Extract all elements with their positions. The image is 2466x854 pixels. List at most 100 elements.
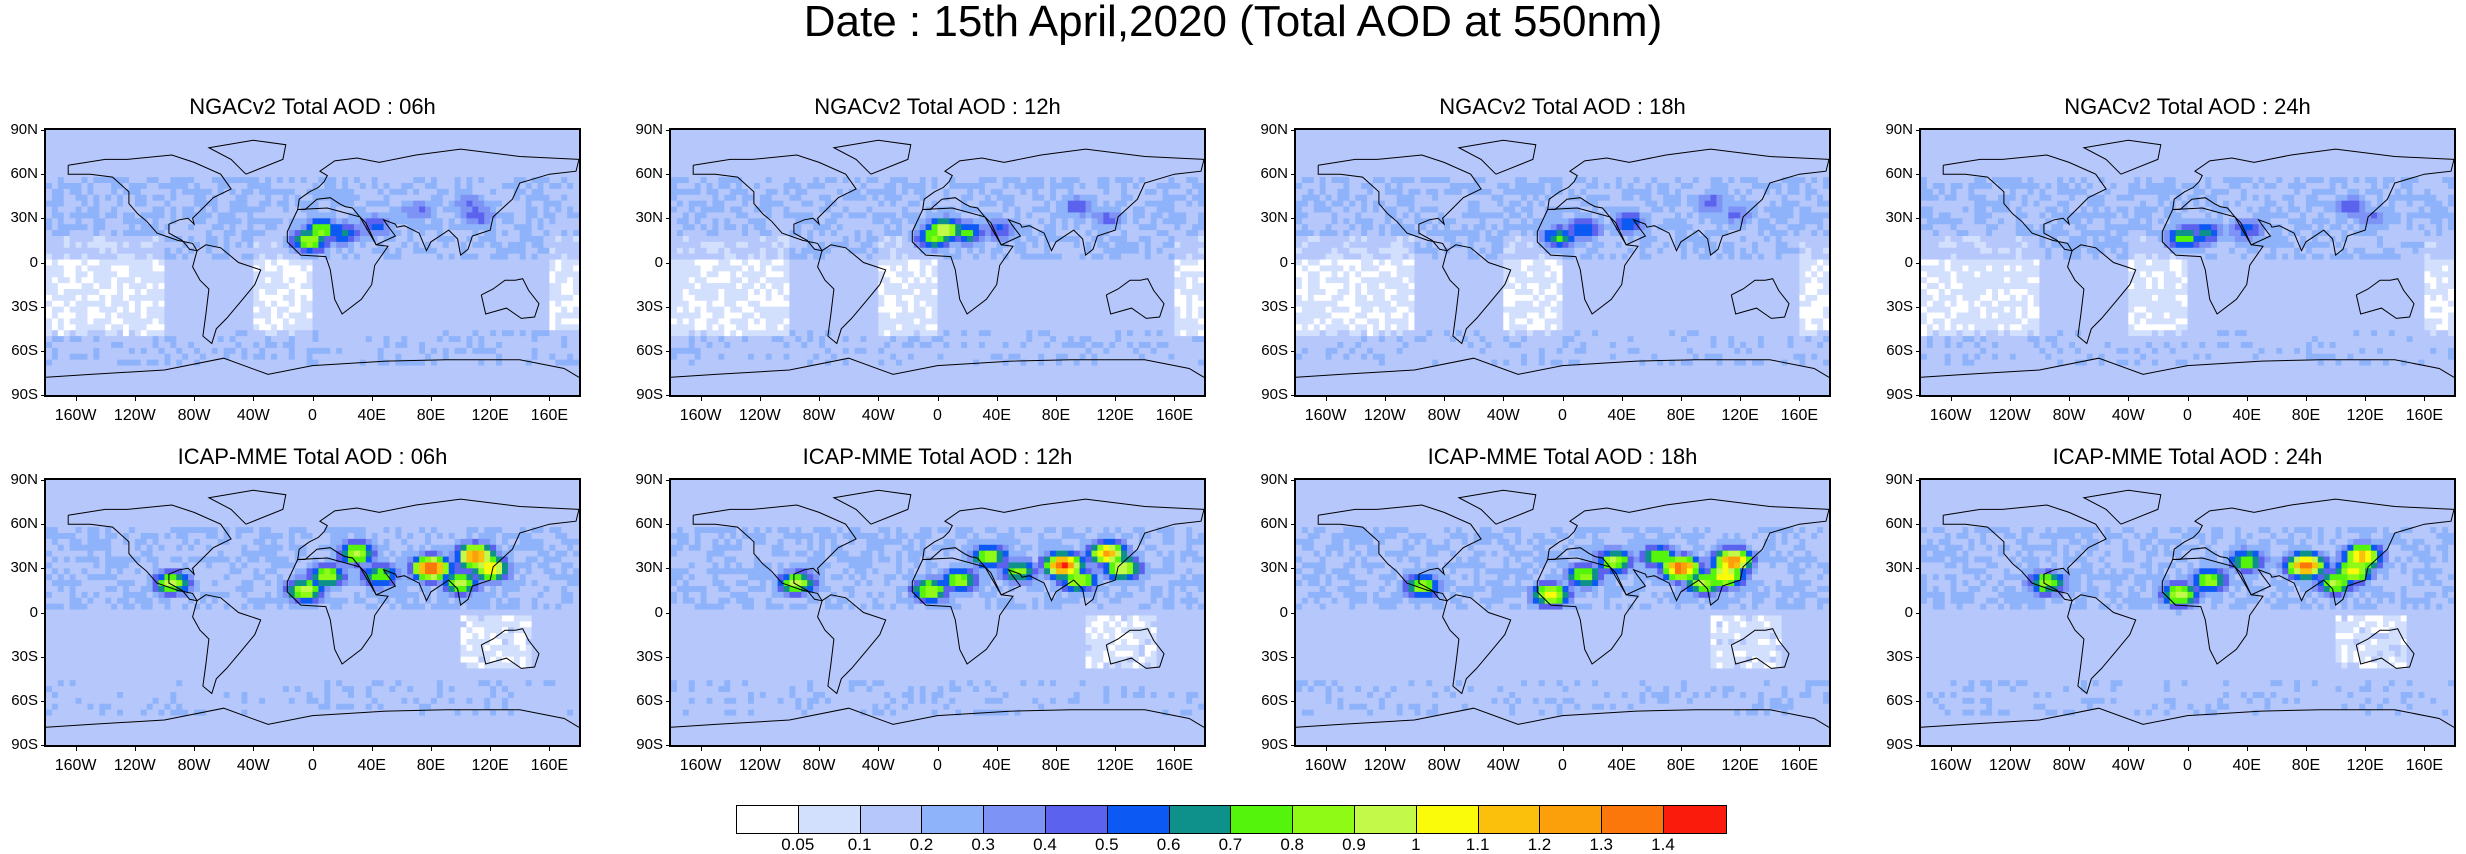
aod-grid-cell xyxy=(306,135,313,143)
aod-grid-cell xyxy=(573,312,579,319)
aod-grid-cell xyxy=(706,153,713,160)
aod-grid-cell xyxy=(395,259,402,266)
aod-grid-cell xyxy=(407,141,414,149)
aod-grid-cell xyxy=(117,353,124,361)
aod-grid-cell xyxy=(57,130,65,137)
aod-grid-cell xyxy=(247,347,254,355)
aod-grid-cell xyxy=(448,383,456,390)
aod-grid-cell xyxy=(371,300,379,308)
aod-grid-cell xyxy=(75,194,82,202)
aod-grid-cell xyxy=(513,300,521,308)
aod-grid-cell xyxy=(312,324,319,331)
aod-grid-cell xyxy=(519,218,527,225)
aod-grid-cell xyxy=(389,159,396,166)
aod-grid-cell xyxy=(46,306,53,313)
aod-grid-cell xyxy=(407,306,414,313)
aod-grid-cell xyxy=(87,300,94,308)
aod-grid-cell xyxy=(46,230,53,237)
aod-grid-cell xyxy=(223,330,230,337)
aod-grid-cell xyxy=(712,153,719,160)
aod-grid-cell xyxy=(925,183,932,190)
aod-grid-cell xyxy=(93,389,100,395)
aod-grid-cell xyxy=(51,259,59,266)
aod-grid-cell xyxy=(854,159,861,166)
aod-grid-cell xyxy=(395,153,402,160)
aod-grid-cell xyxy=(312,365,319,372)
aod-grid-cell xyxy=(371,130,379,137)
aod-grid-cell xyxy=(318,365,325,372)
aod-grid-cell xyxy=(507,377,515,384)
aod-grid-cell xyxy=(330,130,337,137)
aod-grid-cell xyxy=(395,188,402,196)
aod-grid-cell xyxy=(353,347,361,355)
aod-grid-cell xyxy=(194,200,201,207)
aod-grid-cell xyxy=(170,289,177,296)
aod-grid-cell xyxy=(478,135,485,143)
aod-grid-cell xyxy=(896,177,903,184)
aod-grid-cell xyxy=(140,194,148,202)
aod-grid-cell xyxy=(342,165,349,172)
aod-grid-cell xyxy=(57,277,65,284)
aod-grid-cell xyxy=(789,153,796,160)
aod-grid-cell xyxy=(442,365,450,372)
aod-grid-cell xyxy=(336,135,343,143)
aod-grid-cell xyxy=(164,224,171,231)
aod-grid-cell xyxy=(300,312,307,319)
aod-grid-cell xyxy=(300,236,307,243)
aod-grid-cell xyxy=(472,294,479,302)
aod-grid-cell xyxy=(872,135,879,143)
aod-grid-cell xyxy=(1168,177,1175,184)
aod-grid-cell xyxy=(205,271,213,278)
aod-grid-cell xyxy=(217,342,225,349)
aod-grid-cell xyxy=(401,177,408,184)
aod-grid-cell xyxy=(164,312,171,319)
aod-grid-cell xyxy=(1198,171,1204,178)
aod-grid-cell xyxy=(128,312,136,319)
aod-grid-cell xyxy=(271,330,278,337)
aod-grid-cell xyxy=(401,289,408,296)
aod-grid-cell xyxy=(531,300,538,308)
aod-grid-cell xyxy=(46,342,53,349)
aod-grid-cell xyxy=(259,318,266,325)
aod-grid-cell xyxy=(466,294,473,302)
aod-grid-cell xyxy=(134,265,142,272)
aod-grid-cell xyxy=(318,324,325,331)
aod-grid-cell xyxy=(247,365,254,372)
aod-grid-cell xyxy=(223,306,230,313)
aod-grid-cell xyxy=(555,183,562,190)
aod-grid-cell xyxy=(1067,159,1075,166)
aod-grid-cell xyxy=(949,165,956,172)
aod-grid-cell xyxy=(87,159,94,166)
aod-grid-cell xyxy=(312,312,319,319)
aod-grid-cell xyxy=(146,359,153,366)
aod-grid-cell xyxy=(567,265,574,272)
aod-grid-cell xyxy=(146,141,153,149)
aod-grid-cell xyxy=(407,271,414,278)
aod-grid-cell xyxy=(205,147,213,154)
aod-grid-cell xyxy=(229,371,236,378)
aod-grid-cell xyxy=(419,347,426,355)
aod-grid-cell xyxy=(460,206,467,213)
aod-grid-cell xyxy=(122,277,130,284)
aod-grid-cell xyxy=(300,300,307,308)
aod-grid-cell xyxy=(537,230,544,237)
aod-grid-cell xyxy=(199,183,207,190)
aod-grid-cell xyxy=(330,312,337,319)
aod-grid-cell xyxy=(525,206,533,213)
aod-grid-cell xyxy=(507,347,515,355)
aod-grid-cell xyxy=(353,230,361,237)
aod-grid-cell xyxy=(472,135,479,143)
aod-grid-cell xyxy=(282,177,290,184)
aod-grid-cell xyxy=(51,289,59,296)
aod-grid-cell xyxy=(247,206,254,213)
aod-grid-cell xyxy=(413,177,420,184)
aod-grid-cell xyxy=(81,289,88,296)
aod-grid-cell xyxy=(63,277,71,284)
aod-grid-cell xyxy=(1050,171,1057,178)
aod-grid-cell xyxy=(265,241,272,249)
aod-grid-cell xyxy=(854,135,861,143)
aod-grid-cell xyxy=(1162,153,1169,160)
aod-grid-cell xyxy=(241,241,248,249)
aod-grid-cell xyxy=(454,312,461,319)
aod-grid-cell xyxy=(348,330,355,337)
